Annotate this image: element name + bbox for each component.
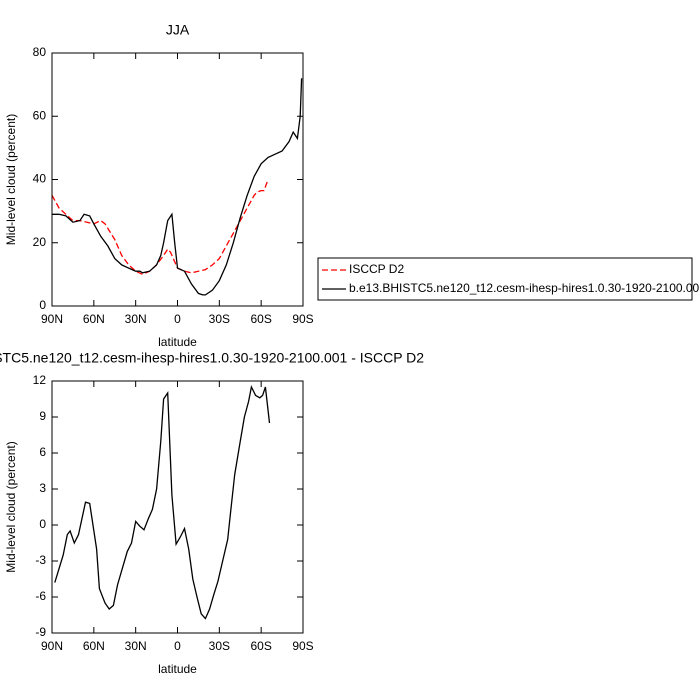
y-tick-label: 3: [39, 481, 46, 495]
y-axis-label: Mid-level cloud (percent): [4, 441, 18, 572]
plot-frame: [51, 380, 304, 634]
x-tick-label: 60S: [250, 639, 271, 653]
x-tick-label: 90S: [292, 639, 313, 653]
x-tick-label: 90N: [41, 639, 63, 653]
x-tick-label: 30S: [209, 639, 230, 653]
y-tick-label: 60: [33, 108, 47, 122]
y-tick-label: 20: [33, 235, 47, 249]
x-tick-label: 30N: [125, 639, 147, 653]
series-line: [52, 78, 303, 296]
legend-box: [317, 257, 693, 301]
x-tick-label: 0: [174, 639, 181, 653]
x-tick-label: 60N: [83, 312, 105, 326]
y-tick-label: 0: [39, 298, 46, 312]
chart-title: JJA: [166, 22, 190, 38]
chart-title: b.e13.BHISTC5.ne120_t12.cesm-ihesp-hires…: [0, 350, 424, 366]
y-tick-label: -6: [35, 589, 46, 603]
x-axis-label: latitude: [158, 662, 197, 676]
y-tick-label: 6: [39, 445, 46, 459]
x-tick-label: 60N: [83, 639, 105, 653]
series-line: [51, 179, 269, 276]
y-tick-label: 40: [33, 172, 47, 186]
y-tick-label: -9: [35, 625, 46, 639]
x-tick-label: 30S: [209, 312, 230, 326]
series-line: [54, 384, 271, 620]
x-tick-label: 60S: [250, 312, 271, 326]
x-axis-label: latitude: [158, 335, 197, 349]
legend-label: b.e13.BHISTC5.ne120_t12.cesm-ihesp-hires…: [349, 281, 700, 295]
legend-label: ISCCP D2: [349, 262, 404, 276]
y-tick-label: 0: [39, 517, 46, 531]
x-tick-label: 90N: [41, 312, 63, 326]
y-tick-label: 80: [33, 45, 47, 59]
y-tick-label: 9: [39, 409, 46, 423]
plot-frame: [51, 52, 304, 307]
y-axis-label: Mid-level cloud (percent): [4, 114, 18, 245]
x-tick-label: 30N: [125, 312, 147, 326]
y-tick-label: 12: [33, 373, 47, 387]
x-tick-label: 0: [174, 312, 181, 326]
y-tick-label: -3: [35, 553, 46, 567]
x-tick-label: 90S: [292, 312, 313, 326]
